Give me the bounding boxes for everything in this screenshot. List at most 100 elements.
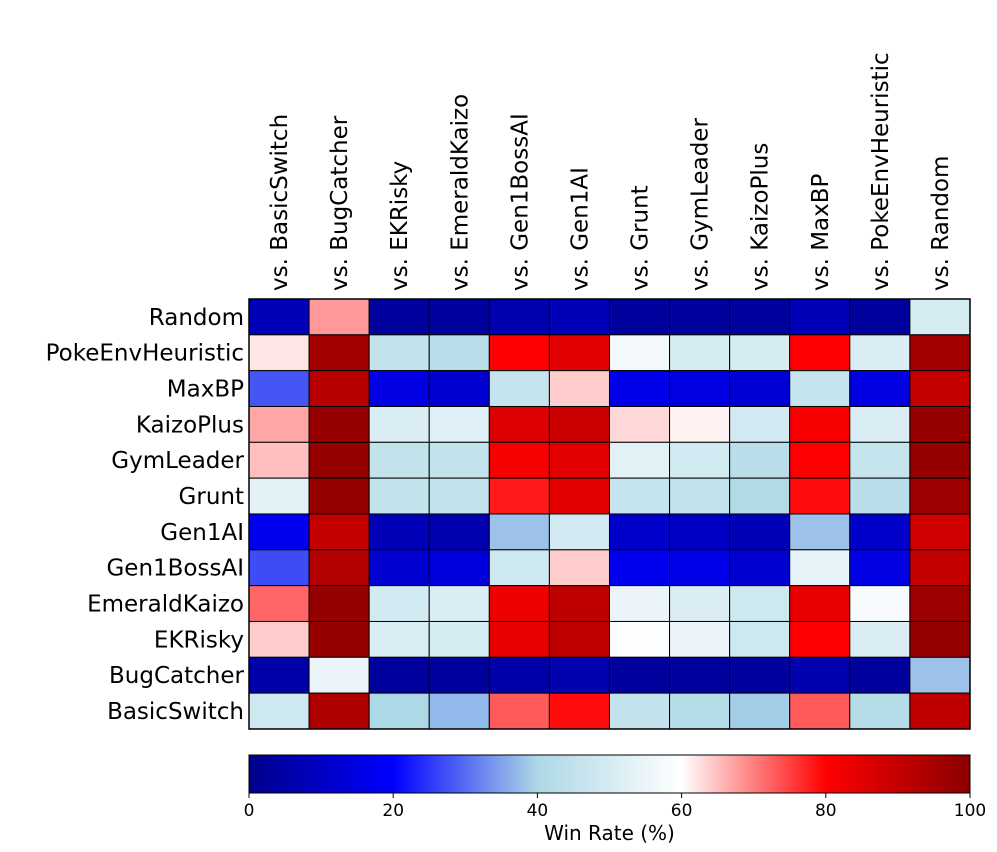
column-label: vs. Grunt bbox=[628, 185, 654, 291]
heatmap-frame bbox=[248, 298, 971, 730]
heatmap-cell bbox=[909, 585, 971, 622]
heatmap-cell bbox=[368, 370, 430, 407]
heatmap-cell bbox=[909, 620, 971, 658]
heatmap-cell bbox=[909, 692, 971, 730]
heatmap-cell bbox=[669, 298, 731, 336]
heatmap-cell bbox=[669, 513, 731, 551]
heatmap-cell bbox=[849, 334, 911, 372]
heatmap-cell bbox=[789, 298, 851, 336]
heatmap-cell bbox=[428, 370, 490, 407]
heatmap-cell bbox=[548, 370, 610, 407]
heatmap-cell bbox=[428, 692, 490, 730]
heatmap-cell bbox=[849, 549, 911, 587]
heatmap-cell bbox=[669, 405, 731, 443]
heatmap-cell bbox=[789, 585, 851, 622]
heatmap-cell bbox=[368, 549, 430, 587]
heatmap-cell bbox=[669, 334, 731, 372]
heatmap-cell bbox=[248, 370, 310, 407]
heatmap-cell bbox=[608, 405, 671, 443]
colorbar-tick-label: 60 bbox=[671, 801, 693, 821]
heatmap-cell bbox=[248, 620, 310, 658]
row-label: Gen1BossAI bbox=[106, 556, 244, 582]
column-label: vs. Random bbox=[928, 156, 954, 291]
heatmap-cell bbox=[669, 477, 731, 515]
heatmap-cell bbox=[909, 477, 971, 515]
heatmap-cell bbox=[308, 405, 370, 443]
heatmap-cell bbox=[248, 692, 310, 730]
column-label: vs. PokeEnvHeuristic bbox=[868, 52, 894, 291]
heatmap-cell bbox=[308, 513, 370, 551]
heatmap-cell bbox=[308, 656, 370, 694]
heatmap-cell bbox=[608, 692, 671, 730]
heatmap-cell bbox=[308, 585, 370, 622]
heatmap-cell bbox=[789, 370, 851, 407]
heatmap-cell bbox=[368, 441, 430, 479]
colorbar-tick-label: 100 bbox=[954, 801, 986, 821]
heatmap-cell bbox=[849, 441, 911, 479]
heatmap-cell bbox=[909, 370, 971, 407]
heatmap-cell bbox=[368, 513, 430, 551]
row-label: BugCatcher bbox=[109, 663, 245, 689]
heatmap-cell bbox=[789, 692, 851, 730]
heatmap-cell bbox=[548, 441, 610, 479]
heatmap-cell bbox=[608, 549, 671, 587]
heatmap-cell bbox=[548, 585, 610, 622]
heatmap-cell bbox=[488, 513, 550, 551]
heatmap-cell bbox=[248, 334, 310, 372]
heatmap-cell bbox=[488, 549, 550, 587]
heatmap-cell bbox=[488, 585, 550, 622]
heatmap-cell bbox=[308, 692, 370, 730]
heatmap-cell bbox=[368, 620, 430, 658]
heatmap-cell bbox=[428, 513, 490, 551]
heatmap-cell bbox=[308, 620, 370, 658]
heatmap-cell bbox=[248, 585, 310, 622]
heatmap-cell bbox=[608, 585, 671, 622]
heatmap-cell bbox=[548, 298, 610, 336]
heatmap-cell bbox=[729, 370, 791, 407]
row-label: Gen1AI bbox=[160, 520, 244, 546]
heatmap-cell bbox=[789, 405, 851, 443]
heatmap-cell bbox=[308, 298, 370, 336]
heatmap-cells bbox=[248, 298, 971, 730]
heatmap-cell bbox=[488, 370, 550, 407]
heatmap-cell bbox=[368, 656, 430, 694]
heatmap-cell bbox=[548, 405, 610, 443]
heatmap-cell bbox=[488, 692, 550, 730]
heatmap-cell bbox=[368, 585, 430, 622]
heatmap-cell bbox=[548, 620, 610, 658]
column-labels: vs. BasicSwitch vs. BugCatcher vs. EKRisky… bbox=[267, 52, 954, 291]
heatmap-cell bbox=[789, 620, 851, 658]
heatmap-cell bbox=[428, 405, 490, 443]
heatmap-cell bbox=[428, 620, 490, 658]
heatmap-cell bbox=[608, 477, 671, 515]
heatmap-cell bbox=[729, 298, 791, 336]
heatmap-cell bbox=[548, 334, 610, 372]
heatmap-cell bbox=[428, 298, 490, 336]
heatmap-cell bbox=[729, 334, 791, 372]
row-label: GymLeader bbox=[111, 448, 244, 474]
heatmap-cell bbox=[669, 585, 731, 622]
heatmap-cell bbox=[729, 477, 791, 515]
heatmap-cell bbox=[488, 405, 550, 443]
heatmap-cell bbox=[909, 298, 971, 336]
heatmap-cell bbox=[488, 620, 550, 658]
heatmap-cell bbox=[789, 441, 851, 479]
row-label: KaizoPlus bbox=[136, 412, 244, 438]
heatmap-cell bbox=[608, 298, 671, 336]
heatmap-cell bbox=[548, 549, 610, 587]
heatmap-cell bbox=[488, 656, 550, 694]
heatmap-cell bbox=[308, 549, 370, 587]
heatmap-cell bbox=[488, 477, 550, 515]
heatmap-cell bbox=[248, 656, 310, 694]
heatmap-cell bbox=[248, 298, 310, 336]
heatmap-cell bbox=[608, 441, 671, 479]
column-label: vs. Gen1AI bbox=[567, 167, 593, 291]
heatmap-cell bbox=[729, 620, 791, 658]
heatmap-cell bbox=[729, 656, 791, 694]
heatmap-cell bbox=[308, 441, 370, 479]
heatmap-cell bbox=[909, 656, 971, 694]
colorbar bbox=[248, 754, 971, 794]
colorbar-tick-label: 20 bbox=[382, 801, 404, 821]
heatmap-cell bbox=[909, 513, 971, 551]
heatmap-cell bbox=[849, 656, 911, 694]
